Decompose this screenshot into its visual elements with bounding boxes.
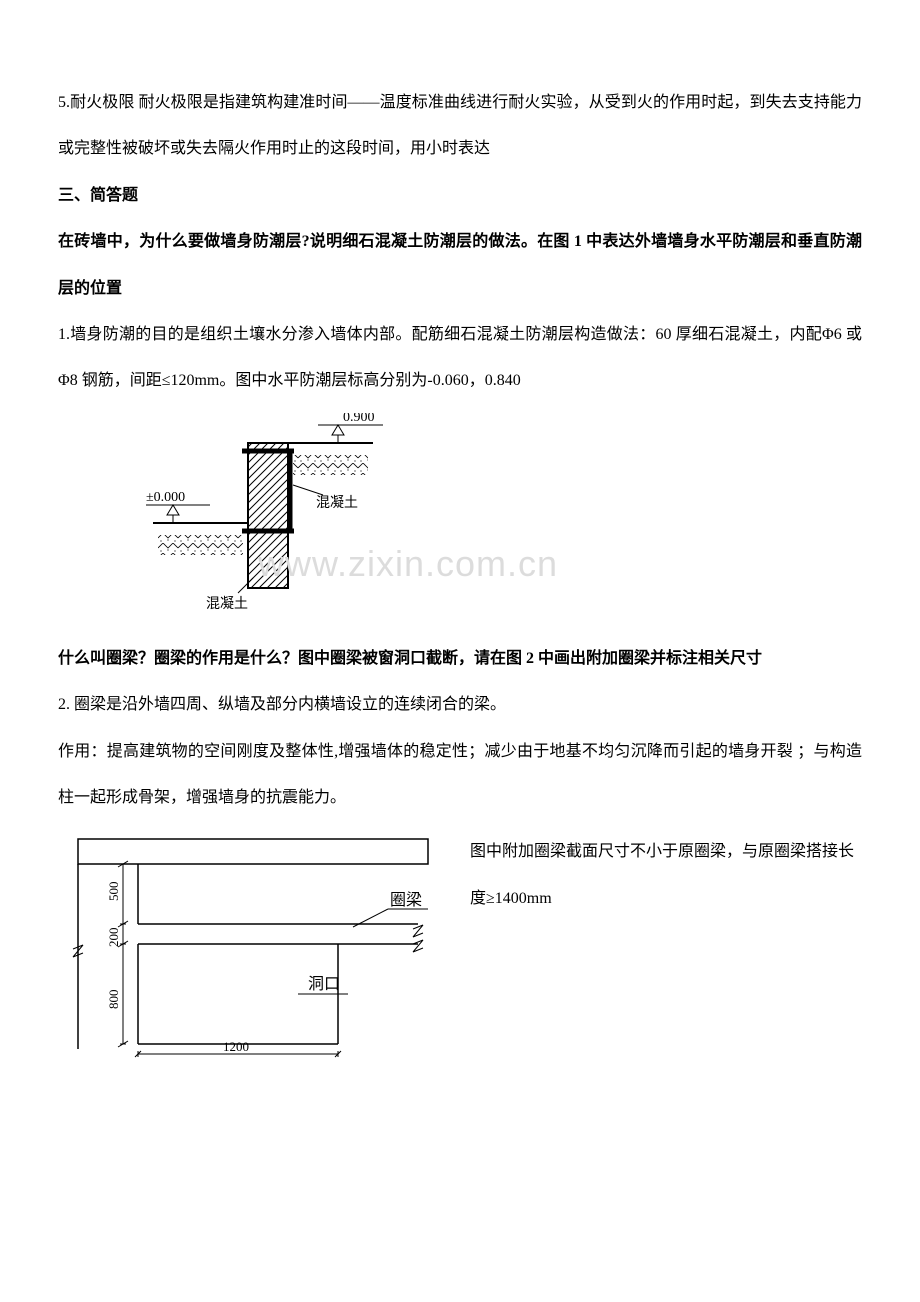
dim-200: 200	[106, 928, 121, 948]
dim-500: 500	[106, 882, 121, 902]
question-1: 在砖墙中，为什么要做墙身防潮层?说明细石混凝土防潮层的做法。在图 1 中表达外墙…	[58, 219, 862, 312]
concrete-label-right: 混凝土	[316, 495, 358, 511]
question-2: 什么叫圈梁？圈梁的作用是什么？图中圈梁被窗洞口截断，请在图 2 中画出附加圈梁并…	[58, 636, 862, 682]
answer-2-p2: 作用：提高建筑物的空间刚度及整体性,增强墙体的稳定性；减少由于地基不均匀沉降而引…	[58, 729, 862, 822]
diagram-2-svg: 500 200 800 1200 圈梁 洞口	[58, 829, 458, 1059]
elevation-top-label: 0.900	[343, 413, 375, 425]
diagram-1-svg: 0.900 ±0.000 混凝土 混凝土	[138, 413, 418, 613]
section-3-title: 三、简答题	[58, 173, 862, 219]
elevation-left-label: ±0.000	[146, 490, 185, 505]
diagram-2-ringbeam: 500 200 800 1200 圈梁 洞口	[58, 829, 458, 1064]
answer-2-p1: 2. 圈梁是沿外墙四周、纵墙及部分内横墙设立的连续闭合的梁。	[58, 682, 862, 728]
concrete-label-bottom: 混凝土	[206, 596, 248, 612]
answer-2-side: 图中附加圈梁截面尺寸不小于原圈梁，与原圈梁搭接长度≥1400mm	[458, 829, 862, 922]
opening-label: 洞口	[308, 975, 340, 993]
diagram-1-dampproof: www.zixin.com.cn	[138, 413, 862, 618]
dim-1200: 1200	[223, 1039, 249, 1054]
paragraph-5: 5.耐火极限 耐火极限是指建筑构建准时间——温度标准曲线进行耐火实验，从受到火的…	[58, 80, 862, 173]
ringbeam-label: 圈梁	[390, 891, 422, 909]
dim-800: 800	[106, 990, 121, 1010]
answer-1: 1.墙身防潮的目的是组织土壤水分渗入墙体内部。配筋细石混凝土防潮层构造做法：60…	[58, 312, 862, 405]
